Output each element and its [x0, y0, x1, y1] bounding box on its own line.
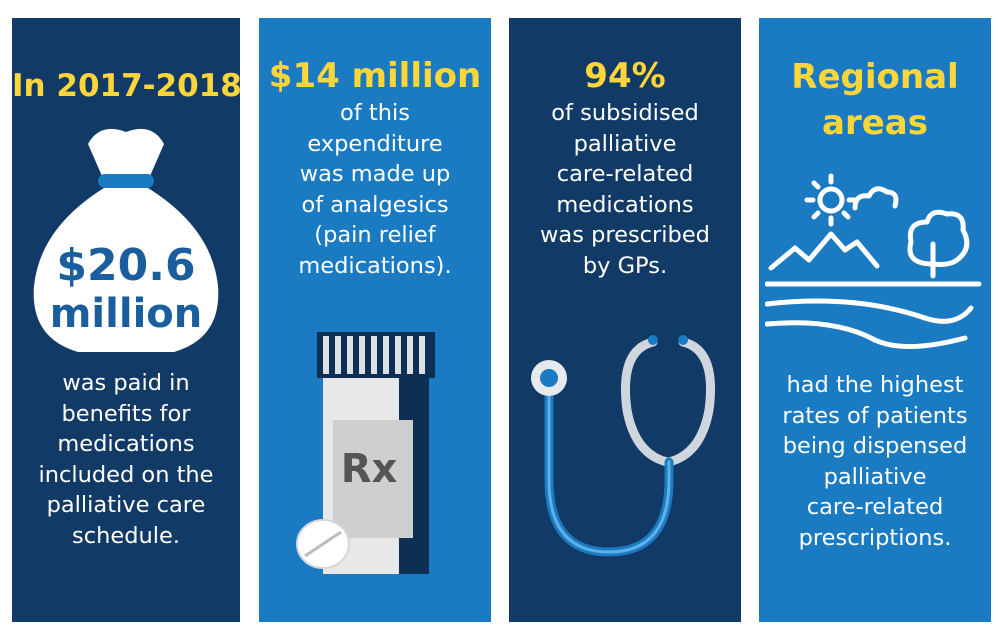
- panel-body: was paid in benefits for medications inc…: [38, 370, 214, 549]
- panel-regional: Regional areas had the highest rates of …: [759, 18, 991, 622]
- prescription-bottle-icon: [296, 332, 435, 574]
- panel-headline: 94%: [584, 56, 666, 96]
- panel-gp-prescribing: 94% of subsidised palliative care-relate…: [509, 18, 741, 622]
- panel-expenditure: In 2017-2018, $20.6 million was paid in …: [12, 18, 240, 622]
- bag-unit: million: [49, 291, 203, 337]
- rx-label: Rx: [340, 446, 398, 492]
- panel-body: of this expenditure was made up of analg…: [298, 100, 452, 279]
- panel-headline-line2: areas: [822, 103, 928, 143]
- panel-headline-line1: Regional: [791, 57, 959, 97]
- panel-headline: In 2017-2018,: [12, 68, 240, 104]
- panel-body: had the highest rates of patients being …: [782, 372, 968, 551]
- panel-analgesics: $14 million of this expenditure was made…: [259, 18, 491, 622]
- rural-landscape-icon: [765, 173, 982, 349]
- money-bag-icon: [33, 128, 219, 352]
- panel-body: of subsidised palliative care-related me…: [540, 100, 710, 279]
- stethoscope-icon: [531, 335, 716, 557]
- bag-amount: $20.6: [56, 240, 196, 291]
- panel-headline: $14 million: [268, 56, 482, 96]
